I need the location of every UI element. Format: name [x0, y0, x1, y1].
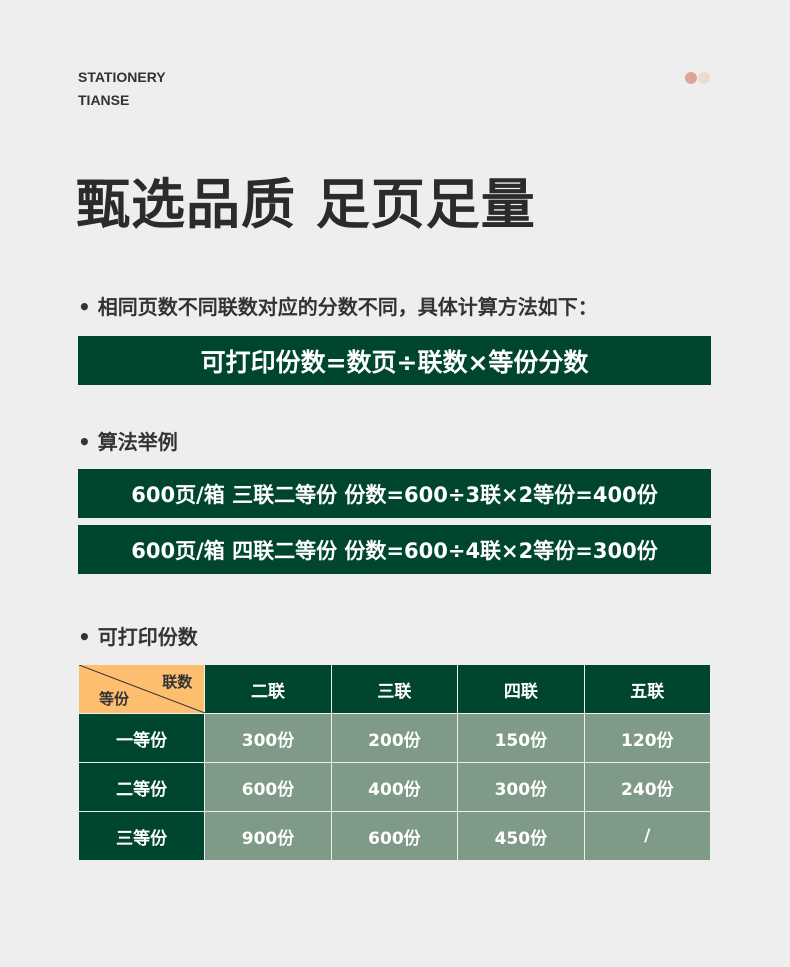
table-cell: / [583, 811, 712, 861]
table-row: 二等份 600份 400份 300份 240份 [77, 762, 712, 812]
table-cell: 600份 [330, 811, 459, 861]
section-label: • 可打印份数 [78, 625, 198, 649]
table-cell: 120份 [583, 713, 712, 763]
copies-table: 联数 等份 二联 三联 四联 五联 一等份 300份 200份 150份 120… [77, 664, 712, 861]
row-header: 三等份 [77, 811, 206, 861]
corner-cell: 联数 等份 [77, 664, 206, 714]
table-cell: 300份 [204, 713, 332, 763]
table-cell: 150份 [457, 713, 585, 763]
table-row: 三等份 900份 600份 450份 / [77, 811, 712, 861]
example-bar: 600页/箱 三联二等份 份数=600÷3联×2等份=400份 [78, 469, 711, 518]
table-cell: 450份 [457, 811, 585, 861]
section-label: • 相同页数不同联数对应的分数不同，具体计算方法如下： [78, 295, 598, 319]
formula-bar: 可打印份数=数页÷联数×等份分数 [78, 336, 711, 385]
table-cell: 240份 [583, 762, 712, 812]
row-header: 二等份 [77, 762, 206, 812]
table-cell: 400份 [330, 762, 459, 812]
section-label: • 算法举例 [78, 430, 178, 454]
table-row: 一等份 300份 200份 150份 120份 [77, 713, 712, 763]
table-cell: 900份 [204, 811, 332, 861]
example-bar: 600页/箱 四联二等份 份数=600÷4联×2等份=300份 [78, 525, 711, 574]
table-cell: 300份 [457, 762, 585, 812]
column-header: 五联 [583, 664, 712, 714]
brand-line2: TIANSE [78, 92, 130, 108]
page-title: 甄选品质 足页足量 [76, 173, 536, 236]
dot-icon [698, 72, 710, 84]
row-header: 一等份 [77, 713, 206, 763]
brand-line1: STATIONERY [78, 69, 166, 85]
column-header: 四联 [457, 664, 585, 714]
column-header: 三联 [330, 664, 459, 714]
corner-top: 联数 [162, 673, 193, 691]
column-header: 二联 [204, 664, 332, 714]
dot-icon [685, 72, 697, 84]
table-cell: 600份 [204, 762, 332, 812]
table-cell: 200份 [330, 713, 459, 763]
corner-bottom: 等份 [99, 690, 130, 708]
